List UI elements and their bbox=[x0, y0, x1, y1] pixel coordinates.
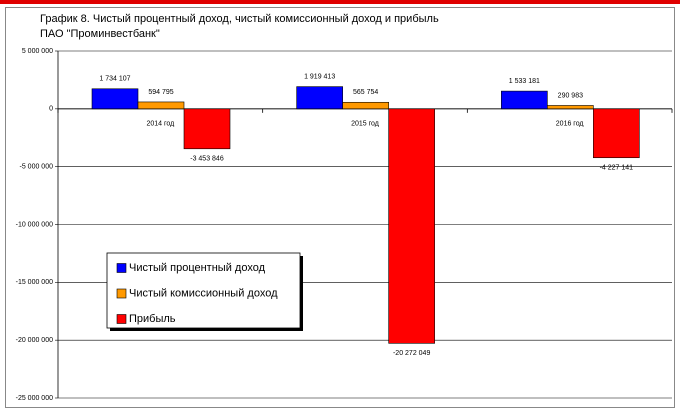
bar bbox=[296, 86, 343, 110]
value-label: 290 983 bbox=[558, 92, 583, 99]
y-tick-label: -25 000 000 bbox=[16, 395, 53, 402]
x-tick-label: 2015 год bbox=[351, 121, 379, 128]
bar bbox=[91, 88, 139, 110]
y-tick-label: 0 bbox=[49, 106, 53, 113]
legend-swatch bbox=[116, 288, 127, 299]
value-label: 1 919 413 bbox=[304, 73, 335, 80]
value-label: 1 734 107 bbox=[99, 76, 130, 83]
value-label: 594 795 bbox=[148, 89, 173, 96]
legend-label: Прибыль bbox=[129, 313, 176, 325]
value-label: -3 453 846 bbox=[190, 156, 224, 163]
x-tick-label: 2014 год bbox=[146, 121, 174, 128]
legend: Чистый процентный доход Чистый комиссионн… bbox=[106, 252, 303, 331]
value-label: 1 533 181 bbox=[509, 78, 540, 85]
value-label: -20 272 049 bbox=[393, 350, 430, 357]
y-tick-label: -5 000 000 bbox=[20, 164, 54, 171]
bar bbox=[137, 101, 185, 110]
chart-frame bbox=[5, 7, 675, 408]
bar bbox=[342, 101, 389, 110]
bar bbox=[501, 90, 548, 110]
x-tick-label: 2016 год bbox=[556, 121, 584, 128]
bar bbox=[183, 108, 231, 150]
y-tick-label: -15 000 000 bbox=[16, 279, 53, 286]
legend-swatch bbox=[116, 314, 127, 324]
legend-label: Чистый комиссионный доход bbox=[129, 287, 278, 299]
value-label: 565 754 bbox=[353, 89, 378, 96]
y-tick-label: 5 000 000 bbox=[22, 48, 53, 55]
bar bbox=[593, 108, 640, 159]
chart-title: ПАО "Проминвестбанк" bbox=[40, 28, 160, 40]
y-tick-label: -10 000 000 bbox=[16, 221, 53, 228]
bar bbox=[547, 105, 594, 110]
bar bbox=[388, 108, 435, 344]
legend-box bbox=[106, 252, 301, 329]
y-tick-label: -20 000 000 bbox=[16, 337, 53, 344]
chart-title: График 8. Чистый процентный доход, чисты… bbox=[40, 13, 439, 25]
legend-label: Чистый процентный доход bbox=[129, 262, 266, 274]
value-label: -4 227 141 bbox=[600, 165, 634, 172]
top-stripe bbox=[0, 0, 680, 4]
legend-swatch bbox=[116, 263, 127, 273]
